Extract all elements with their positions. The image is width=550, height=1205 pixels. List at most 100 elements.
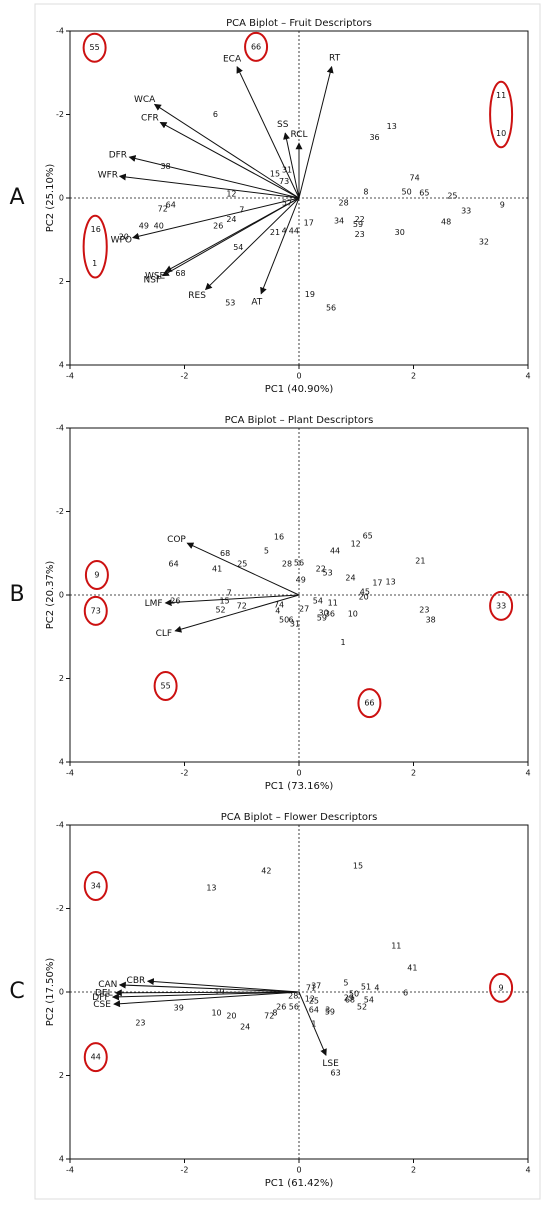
loading-label: CFR (141, 114, 159, 124)
y-axis-label: PC2 (17.50%) (45, 958, 56, 1027)
y-tick-label: -2 (56, 904, 64, 913)
point-label: 13 (386, 578, 396, 587)
loading-arrow (132, 197, 300, 240)
x-tick-label: 0 (296, 372, 301, 381)
loading-label: COP (167, 535, 186, 545)
loading-arrow (113, 991, 300, 1008)
loading-label: RES (188, 291, 206, 301)
point-label: 1 (311, 1020, 316, 1029)
point-label: 55 (161, 682, 171, 691)
point-label: 64 (309, 1005, 319, 1014)
highlight-circle (82, 214, 108, 279)
point-label: 33 (461, 206, 471, 215)
x-tick-label: -2 (181, 372, 189, 381)
point-label: 23 (419, 606, 429, 615)
x-axis-label: PC1 (40.90%) (265, 384, 334, 395)
point-label: 72 (237, 601, 247, 610)
loading-arrow (298, 991, 327, 1056)
chart-title: PCA Biplot – Flower Descriptors (221, 812, 378, 823)
panel-letter: B (9, 582, 24, 607)
point-label: 25 (447, 191, 457, 200)
loading-label: SS (277, 120, 289, 130)
point-label: 15 (270, 170, 280, 179)
x-tick-label: -2 (181, 1166, 189, 1175)
point-label: 65 (363, 532, 373, 541)
point-label: 10 (211, 1008, 221, 1017)
point-label: 26 (276, 1003, 286, 1012)
point-label: 68 (220, 549, 230, 558)
point-label: 38 (161, 162, 171, 171)
point-label: 24 (345, 573, 355, 582)
biplot-panel: PCA Biplot – Fruit Descriptors PC1 (40.90… (9, 18, 530, 395)
point-label: 65 (419, 188, 429, 197)
y-tick-label: 2 (59, 674, 64, 683)
point-label: 1 (341, 638, 346, 647)
point-label: 72 (264, 1011, 274, 1020)
loading-arrow (164, 594, 300, 607)
point-label: 19 (305, 290, 315, 299)
point-label: 25 (237, 560, 247, 569)
point-label: 4 (282, 226, 287, 235)
point-label: 8 (363, 188, 368, 197)
x-tick-label: 4 (525, 372, 530, 381)
highlight-circle (153, 671, 178, 702)
x-tick-label: -4 (66, 1166, 74, 1175)
point-label: 30 (395, 228, 405, 237)
point-label: 44 (330, 547, 340, 556)
panel-letter: C (9, 979, 24, 1004)
loading-arrow (128, 155, 300, 199)
point-label: 25 (309, 997, 319, 1006)
x-tick-label: 2 (411, 372, 416, 381)
point-label: 13 (206, 884, 216, 893)
point-label: 38 (426, 616, 436, 625)
point-label: 74 (274, 601, 284, 610)
point-label: 48 (441, 217, 451, 226)
loading-arrow (114, 989, 300, 997)
point-label: 39 (174, 1003, 184, 1012)
point-label: 28 (288, 992, 298, 1001)
biplot-panel: PCA Biplot – Plant Descriptors PC1 (73.16… (9, 415, 530, 792)
point-label: 53 (225, 299, 235, 308)
point-label: 6 (403, 988, 408, 997)
loading-label: RT (329, 54, 341, 64)
y-tick-label: 2 (59, 277, 64, 286)
y-tick-label: -4 (56, 27, 64, 36)
loading-arrow (118, 981, 300, 993)
highlight-circle (82, 32, 107, 63)
y-tick-label: 4 (59, 1155, 64, 1164)
point-label: 36 (369, 133, 379, 142)
highlight-circle (83, 1042, 108, 1073)
loading-arrow (164, 197, 300, 272)
point-label: 17 (372, 578, 382, 587)
point-label: 10 (348, 610, 358, 619)
chart-title: PCA Biplot – Fruit Descriptors (226, 18, 372, 29)
loading-arrow (118, 173, 300, 199)
highlight-circle (84, 559, 109, 590)
point-label: 26 (170, 596, 180, 605)
x-tick-label: -4 (66, 769, 74, 778)
biplot-panel: PCA Biplot – Flower Descriptors PC1 (61.4… (9, 812, 530, 1189)
point-label: 28 (282, 560, 292, 569)
point-label: 10 (496, 129, 506, 138)
point-label: 30 (319, 608, 329, 617)
chart-title: PCA Biplot – Plant Descriptors (225, 415, 374, 426)
x-tick-label: 4 (525, 769, 530, 778)
x-tick-label: -4 (66, 372, 74, 381)
point-label: 9 (94, 570, 99, 579)
point-label: 40 (154, 221, 164, 230)
loading-arrow (111, 991, 300, 1001)
loading-label: DFR (109, 150, 127, 160)
point-label: 22 (355, 215, 365, 224)
point-label: 27 (299, 605, 309, 614)
loading-arrow (146, 978, 300, 993)
loading-label: AT (251, 297, 262, 307)
highlight-circle (489, 590, 514, 621)
point-label: 33 (496, 601, 506, 610)
point-label: 5 (343, 978, 348, 987)
point-label: 54 (313, 596, 323, 605)
loading-label: LSE (322, 1059, 339, 1069)
y-tick-label: 2 (59, 1071, 64, 1080)
point-label: 71 (306, 983, 316, 992)
point-label: 68 (175, 269, 185, 278)
point-label: 12 (305, 995, 315, 1004)
